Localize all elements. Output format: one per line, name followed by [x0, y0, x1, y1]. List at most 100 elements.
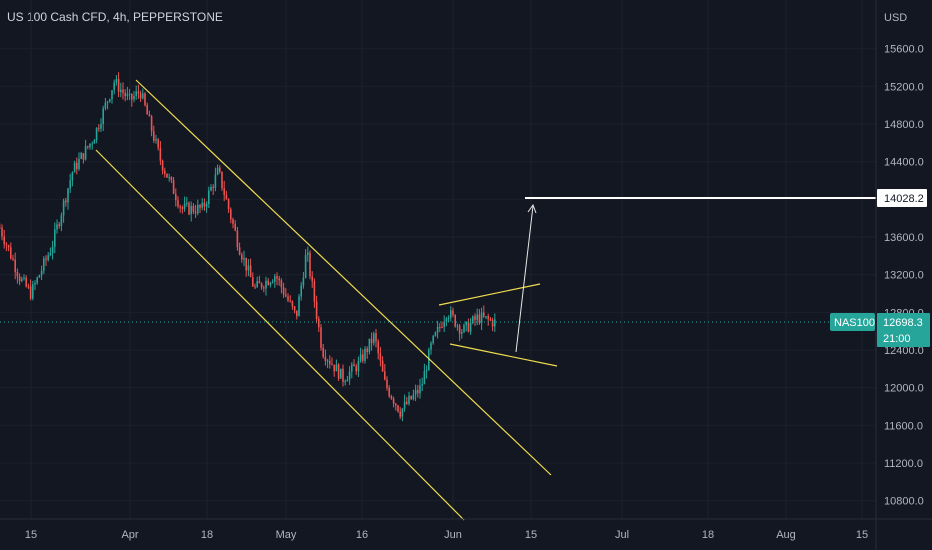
x-tick-label: Jul	[615, 529, 629, 541]
candle-body	[80, 153, 82, 159]
channel-upper-line[interactable]	[135, 79, 552, 476]
candle-body	[276, 276, 278, 279]
candle-body	[84, 146, 87, 160]
candle-body	[25, 277, 27, 287]
chart-title: US 100 Cash CFD, 4h, PEPPERSTONE	[7, 10, 223, 24]
candle-body	[51, 246, 54, 254]
candle-body	[210, 187, 212, 191]
channel-lower-line[interactable]	[95, 149, 465, 521]
candle-body	[157, 139, 159, 148]
candle-body	[414, 390, 417, 395]
candle-body	[126, 93, 129, 97]
candle-body	[36, 277, 38, 284]
candle-body	[412, 394, 415, 400]
candle-body	[245, 257, 247, 271]
candle-body	[397, 405, 399, 412]
x-tick-label: 15	[856, 529, 868, 541]
candle-body	[38, 275, 41, 278]
candle-body	[285, 294, 287, 297]
candle-body	[106, 101, 109, 103]
candle-body	[388, 387, 390, 396]
candle-body	[104, 102, 107, 109]
candle-body	[335, 364, 338, 372]
candle-body	[379, 353, 382, 361]
candle-body	[274, 276, 276, 282]
y-tick-label: 15200.0	[884, 81, 924, 93]
candle-body	[362, 354, 364, 361]
candle-body	[146, 105, 148, 115]
candle-body	[87, 146, 89, 148]
candle-body	[351, 364, 353, 372]
candle-body	[311, 276, 313, 282]
candle-body	[197, 204, 199, 214]
x-tick-label: Apr	[121, 529, 138, 541]
candle-body	[91, 143, 93, 145]
candle-body	[148, 114, 151, 117]
candle-body	[216, 167, 219, 175]
candle-body	[159, 147, 162, 161]
candle-body	[342, 368, 344, 382]
candle-body	[353, 364, 355, 367]
triangle-upper-line[interactable]	[438, 283, 541, 306]
candle-body	[124, 92, 126, 97]
candle-body	[252, 277, 254, 287]
candle-body	[370, 338, 373, 344]
candle-body	[329, 360, 331, 364]
candle-body	[109, 99, 111, 102]
candle-body	[14, 259, 16, 272]
candle-body	[313, 281, 316, 302]
candle-body	[263, 287, 265, 289]
candle-body	[447, 317, 450, 319]
candle-body	[183, 203, 186, 209]
candle-body	[483, 312, 485, 317]
current-price-label[interactable]: 12698.3 21:00	[877, 313, 930, 347]
candle-body	[73, 162, 76, 173]
candle-body	[199, 204, 201, 208]
x-tick-label: 16	[356, 529, 368, 541]
candle-body	[128, 93, 131, 95]
candle-body	[289, 300, 291, 302]
candle-body	[366, 348, 368, 352]
candle-body	[238, 247, 241, 255]
candle-body	[223, 188, 225, 195]
grid	[0, 0, 876, 519]
y-tick-label: 11200.0	[884, 458, 923, 470]
candle-body	[403, 401, 406, 409]
candle-body	[69, 180, 71, 189]
candle-body	[392, 398, 395, 404]
candle-body	[359, 354, 362, 361]
y-tick-label: 15600.0	[884, 44, 924, 56]
symbol-badge[interactable]: NAS100	[830, 313, 875, 331]
candle-body	[243, 257, 245, 260]
candle-body	[443, 321, 445, 328]
triangle-lower-line[interactable]	[449, 343, 558, 367]
candle-body	[155, 139, 157, 141]
candle-body	[115, 78, 118, 83]
candle-body	[78, 158, 80, 170]
x-tick-label: 18	[201, 529, 213, 541]
target-arrow[interactable]	[515, 205, 534, 353]
candle-body	[467, 321, 470, 332]
candle-body	[368, 338, 371, 352]
candle-body	[322, 347, 324, 357]
candle-body	[249, 265, 252, 278]
candle-body	[166, 173, 168, 178]
candle-body	[254, 286, 256, 288]
candle-body	[49, 253, 52, 256]
candle-body	[298, 296, 300, 317]
candle-body	[1, 227, 3, 237]
candle-body	[164, 170, 166, 174]
svg-text:12698.3: 12698.3	[883, 317, 923, 329]
candle-body	[487, 316, 489, 320]
candle-body	[293, 306, 296, 311]
candle-body	[357, 360, 360, 372]
candle-body	[408, 395, 410, 404]
candle-body	[480, 312, 483, 323]
target-price-label[interactable]: 14028.2	[877, 189, 927, 207]
price-labels: 14028.2 NAS100 12698.3 21:00	[830, 189, 930, 347]
y-tick-label: 11600.0	[884, 420, 923, 432]
candle-body	[161, 160, 164, 171]
candle-body	[296, 310, 298, 317]
candle-body	[441, 326, 443, 328]
